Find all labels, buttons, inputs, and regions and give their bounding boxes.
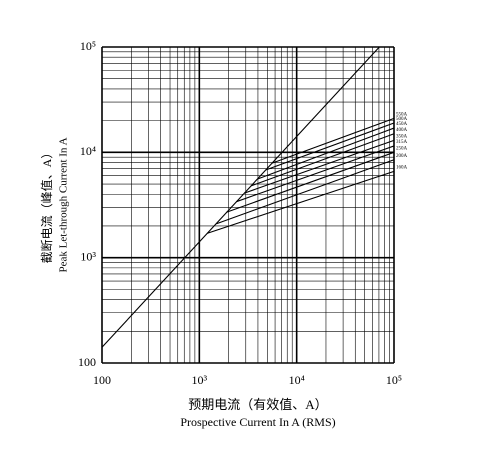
x-tick-label: 10⁴: [289, 373, 305, 387]
series-label: 500A: [396, 117, 408, 122]
series-line: [271, 117, 395, 164]
series-label: 160A: [396, 165, 408, 170]
series-line: [250, 133, 395, 187]
series-label: 315A: [396, 140, 408, 145]
series-line: [101, 46, 380, 348]
series-label: 350A: [396, 134, 408, 139]
x-axis-label: 预期电流（有效值、A）: [188, 397, 327, 412]
series-label: 200A: [396, 154, 408, 159]
y-tick-label: 10⁵: [80, 39, 96, 53]
y-tick-label: 100: [78, 355, 96, 369]
series-line: [265, 122, 395, 171]
series-line: [244, 139, 395, 194]
series-line: [236, 145, 395, 203]
x-tick-label: 100: [93, 373, 111, 387]
series-label: 400A: [396, 128, 408, 133]
y-tick-label: 10⁴: [80, 144, 96, 158]
x-axis-label-en: Prospective Current In A (RMS): [180, 415, 335, 429]
y-axis-label-en: Peak Let-through Current In A: [58, 137, 70, 272]
y-tick-label: 10³: [80, 249, 96, 263]
series-line: [257, 127, 395, 180]
y-axis-label: 截断电流（峰值、A）: [39, 147, 54, 264]
x-tick-label: 10³: [192, 373, 208, 387]
series-label: 450A: [396, 122, 408, 127]
x-tick-label: 10⁵: [386, 373, 402, 387]
series-line: [216, 159, 395, 225]
series-label: 550A: [396, 113, 408, 118]
series-line: [226, 151, 395, 213]
series-line: [206, 170, 395, 234]
series-label: 250A: [396, 146, 408, 151]
